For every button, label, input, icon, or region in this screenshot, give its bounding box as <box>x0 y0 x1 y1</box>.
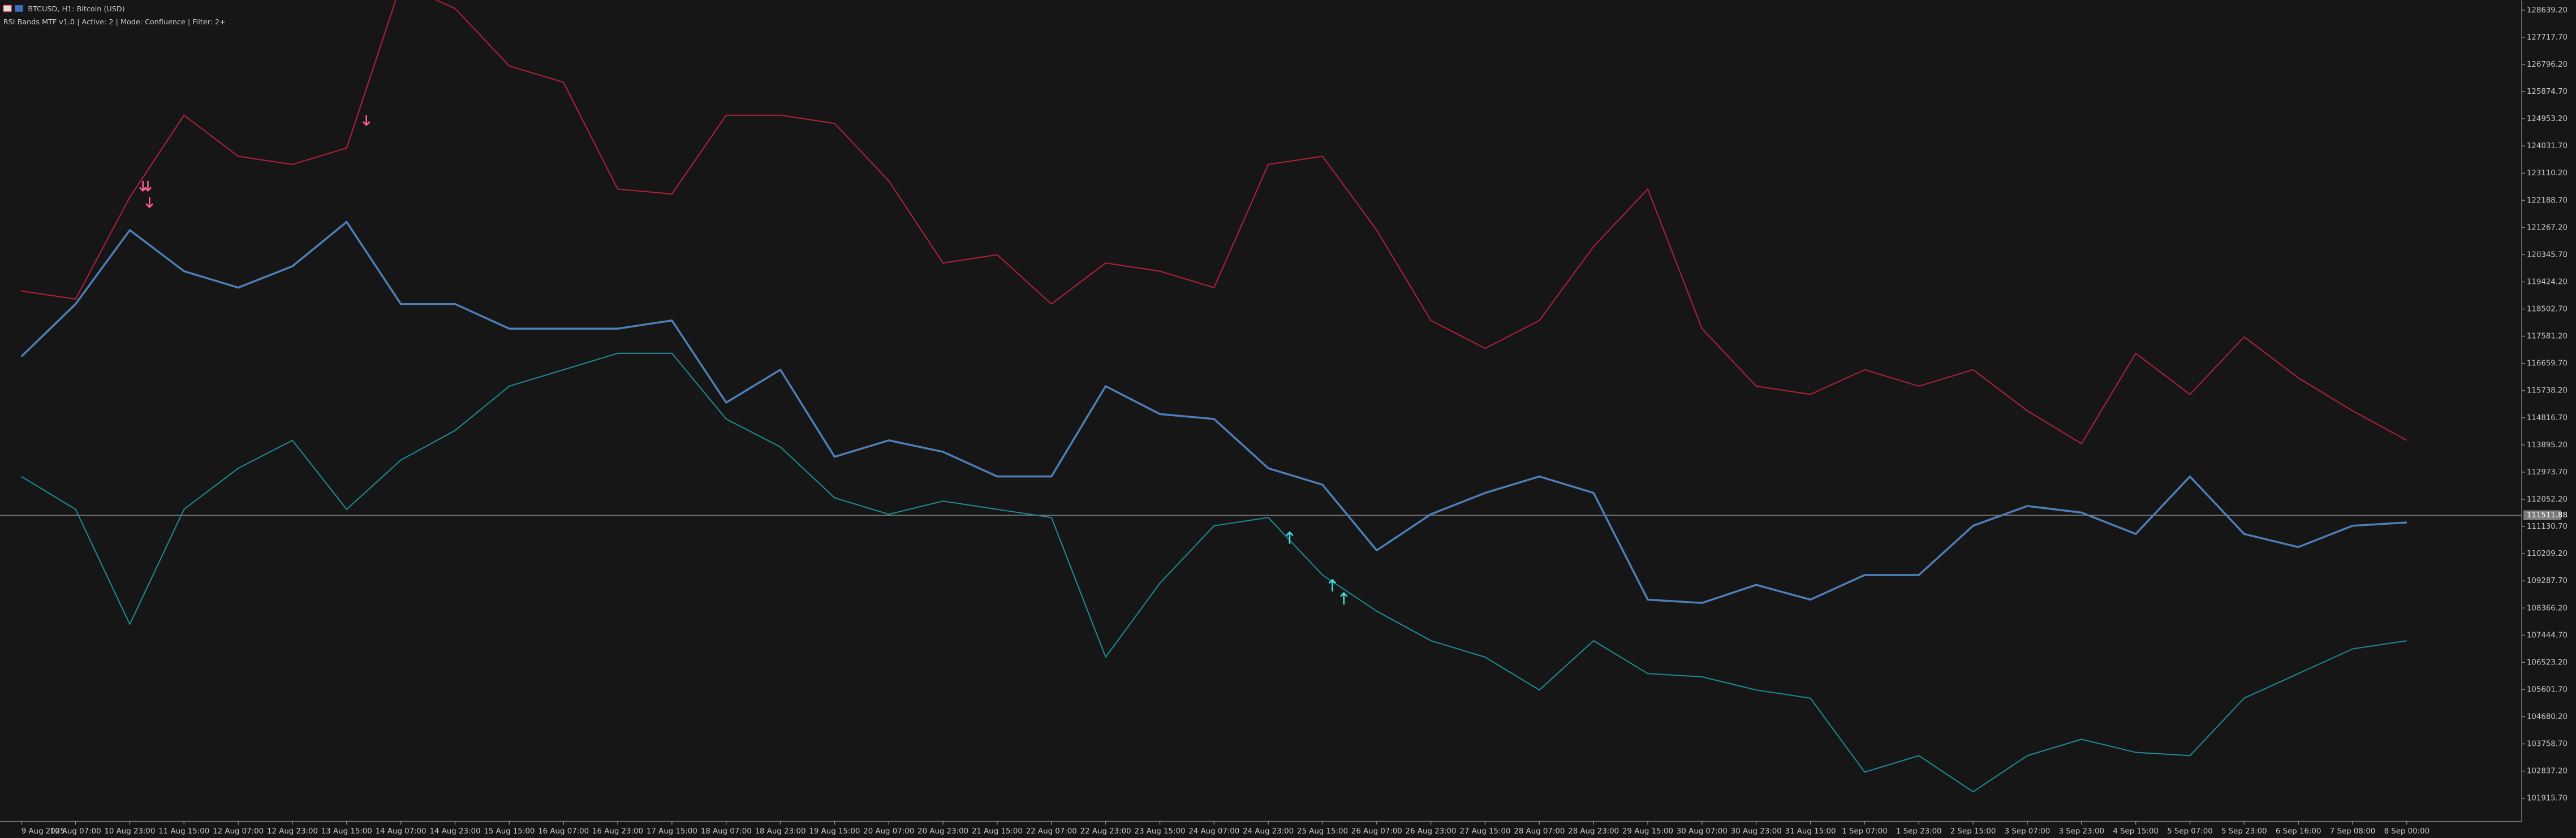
y-tick-label: 112052.20 <box>2527 495 2568 504</box>
x-tick-label: 1 Sep 23:00 <box>1896 827 1942 836</box>
x-tick-label: 16 Aug 23:00 <box>592 827 643 836</box>
y-tick-label: 119424.20 <box>2527 278 2568 286</box>
y-tick-label: 106523.20 <box>2527 658 2568 667</box>
y-tick-label: 107444.70 <box>2527 631 2568 640</box>
x-tick-label: 31 Aug 15:00 <box>1785 827 1836 836</box>
y-tick-label: 127717.70 <box>2527 33 2568 42</box>
y-tick-label: 124031.70 <box>2527 142 2568 150</box>
symbol-flag <box>3 5 23 12</box>
y-tick-label: 101915.70 <box>2527 794 2568 803</box>
x-tick-label: 14 Aug 07:00 <box>376 827 427 836</box>
y-tick-label: 123110.20 <box>2527 169 2568 178</box>
series-line <box>21 0 2407 444</box>
x-tick-label: 28 Aug 23:00 <box>1568 827 1619 836</box>
y-tick-label: 108366.20 <box>2527 604 2568 612</box>
y-tick-label: 112973.70 <box>2527 468 2568 477</box>
x-tick-label: 13 Aug 15:00 <box>321 827 372 836</box>
buy-signals <box>1286 531 1348 605</box>
x-tick-label: 4 Sep 15:00 <box>2113 827 2159 836</box>
x-tick-label: 22 Aug 07:00 <box>1026 827 1077 836</box>
x-tick-label: 3 Sep 07:00 <box>2005 827 2051 836</box>
y-tick-label: 104680.20 <box>2527 713 2568 722</box>
y-tick-label: 105601.70 <box>2527 685 2568 694</box>
x-tick-label: 17 Aug 15:00 <box>647 827 697 836</box>
current-price-box <box>2523 510 2561 520</box>
y-tick-label: 121267.20 <box>2527 223 2568 232</box>
x-tick-label: 16 Aug 07:00 <box>538 827 589 836</box>
symbol-title: BTCUSD, H1: Bitcoin (USD) <box>28 5 124 14</box>
y-tick-label: 122188.70 <box>2527 196 2568 205</box>
x-tick-label: 12 Aug 07:00 <box>213 827 264 836</box>
x-tick-label: 10 Aug 07:00 <box>50 827 101 836</box>
y-tick-label: 117581.20 <box>2527 332 2568 341</box>
x-tick-label: 22 Aug 23:00 <box>1080 827 1131 836</box>
y-tick-label: 124953.20 <box>2527 115 2568 123</box>
y-tick-label: 110209.20 <box>2527 550 2568 558</box>
x-tick-label: 10 Aug 23:00 <box>104 827 155 836</box>
y-tick-label: 111130.70 <box>2527 522 2568 531</box>
x-tick-label: 20 Aug 07:00 <box>863 827 914 836</box>
y-tick-label: 115738.20 <box>2527 387 2568 395</box>
x-tick-label: 24 Aug 07:00 <box>1188 827 1239 836</box>
y-tick-label: 126796.20 <box>2527 61 2568 69</box>
x-tick-label: 7 Sep 08:00 <box>2330 827 2376 836</box>
x-tick-label: 9 Aug 2025 <box>21 827 65 836</box>
x-tick-label: 19 Aug 15:00 <box>809 827 860 836</box>
y-tick-label: 114816.70 <box>2527 414 2568 422</box>
x-tick-label: 11 Aug 15:00 <box>158 827 209 836</box>
x-tick-label: 25 Aug 15:00 <box>1297 827 1348 836</box>
x-tick-label: 6 Sep 16:00 <box>2276 827 2321 836</box>
x-tick-label: 30 Aug 07:00 <box>1677 827 1728 836</box>
y-tick-label: 128639.20 <box>2527 6 2568 15</box>
current-price-label: 111511.88 <box>2527 511 2568 520</box>
series-line <box>21 352 2407 793</box>
y-tick-label: 102837.20 <box>2527 767 2568 776</box>
x-tick-label: 23 Aug 15:00 <box>1134 827 1185 836</box>
x-tick-label: 21 Aug 15:00 <box>972 827 1023 836</box>
sell-signals <box>139 115 371 209</box>
x-tick-label: 28 Aug 07:00 <box>1514 827 1565 836</box>
series-line <box>20 221 2407 604</box>
x-tick-label: 27 Aug 15:00 <box>1460 827 1511 836</box>
x-tick-label: 8 Sep 00:00 <box>2384 827 2430 836</box>
x-tick-label: 29 Aug 15:00 <box>1622 827 1673 836</box>
x-tick-label: 12 Aug 23:00 <box>267 827 318 836</box>
x-tick-label: 26 Aug 23:00 <box>1406 827 1457 836</box>
x-tick-label: 20 Aug 23:00 <box>917 827 968 836</box>
x-tick-label: 5 Sep 23:00 <box>2221 827 2267 836</box>
y-tick-label: 103758.70 <box>2527 740 2568 749</box>
plot-area <box>0 0 2522 793</box>
x-tick-label: 18 Aug 07:00 <box>701 827 752 836</box>
y-tick-label: 118502.70 <box>2527 305 2568 314</box>
x-tick-label: 18 Aug 23:00 <box>755 827 806 836</box>
x-tick-label: 1 Sep 07:00 <box>1842 827 1888 836</box>
y-tick-label: 109287.70 <box>2527 577 2568 585</box>
y-tick-label: 113895.20 <box>2527 441 2568 450</box>
x-tick-label: 26 Aug 07:00 <box>1351 827 1402 836</box>
x-tick-label: 24 Aug 23:00 <box>1243 827 1294 836</box>
y-tick-label: 116659.70 <box>2527 360 2568 368</box>
x-tick-label: 2 Sep 15:00 <box>1950 827 1996 836</box>
x-tick-label: 3 Sep 23:00 <box>2059 827 2105 836</box>
x-tick-label: 5 Sep 07:00 <box>2167 827 2213 836</box>
x-tick-label: 14 Aug 23:00 <box>430 827 481 836</box>
y-tick-label: 125874.70 <box>2527 88 2568 96</box>
y-tick-label: 120345.70 <box>2527 250 2568 259</box>
x-tick-label: 30 Aug 23:00 <box>1731 827 1782 836</box>
indicator-title: RSI Bands MTF v1.0 | Active: 2 | Mode: C… <box>3 18 226 27</box>
x-tick-label: 15 Aug 15:00 <box>484 827 535 836</box>
